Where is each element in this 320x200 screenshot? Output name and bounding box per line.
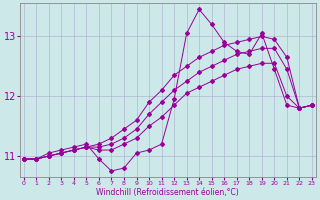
- X-axis label: Windchill (Refroidissement éolien,°C): Windchill (Refroidissement éolien,°C): [96, 188, 239, 197]
